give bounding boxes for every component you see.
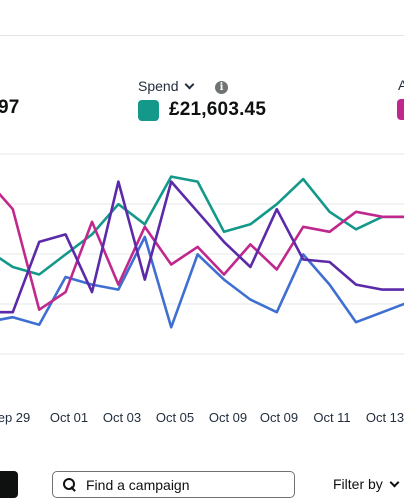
series-line-0[interactable] (0, 235, 404, 329)
primary-action-button[interactable] (0, 471, 18, 498)
campaign-search-input[interactable] (86, 476, 276, 493)
spend-label: Spend (138, 78, 179, 94)
right-metric-label[interactable]: A (398, 77, 404, 93)
header-divider (0, 0, 404, 36)
metric-left-value: 97 (0, 97, 20, 118)
campaign-search-box[interactable] (52, 471, 295, 498)
series-line-1[interactable] (0, 175, 404, 276)
x-tick-label: Oct 05 (156, 410, 194, 425)
spend-metric-selector[interactable]: Spend (138, 77, 195, 95)
x-tick-label: Oct 13 (366, 410, 404, 425)
x-tick-label: Oct 09 (209, 410, 247, 425)
chart-gridlines (0, 153, 404, 355)
x-tick-label: ep 29 (0, 410, 30, 425)
spend-value: £21,603.45 (169, 99, 267, 120)
filter-by-dropdown[interactable]: Filter by (333, 476, 400, 492)
spend-color-swatch[interactable] (138, 99, 159, 121)
info-icon[interactable]: i (215, 81, 228, 94)
x-tick-label: Oct 01 (50, 410, 88, 425)
chevron-down-icon (185, 79, 195, 89)
x-tick-label: Oct 09 (260, 410, 298, 425)
chart-x-ticks: ep 29 Oct 01 Oct 03 Oct 05 Oct 09 Oct 09 Oct 1… (0, 410, 404, 425)
spend-metric: £21,603.45 (138, 99, 266, 121)
series-line-3[interactable] (0, 180, 404, 314)
search-icon (63, 477, 77, 492)
performance-line-chart: ep 29 Oct 01 Oct 03 Oct 05 Oct 09 Oct 09 Oct 1… (0, 153, 404, 425)
series-line-2[interactable] (0, 179, 404, 311)
chevron-down-icon (389, 477, 400, 487)
x-tick-label: Oct 03 (103, 410, 141, 425)
chart-series (0, 175, 404, 329)
x-tick-label: Oct 11 (313, 410, 350, 425)
filter-by-label: Filter by (333, 476, 383, 492)
right-metric-swatch[interactable] (397, 99, 404, 120)
